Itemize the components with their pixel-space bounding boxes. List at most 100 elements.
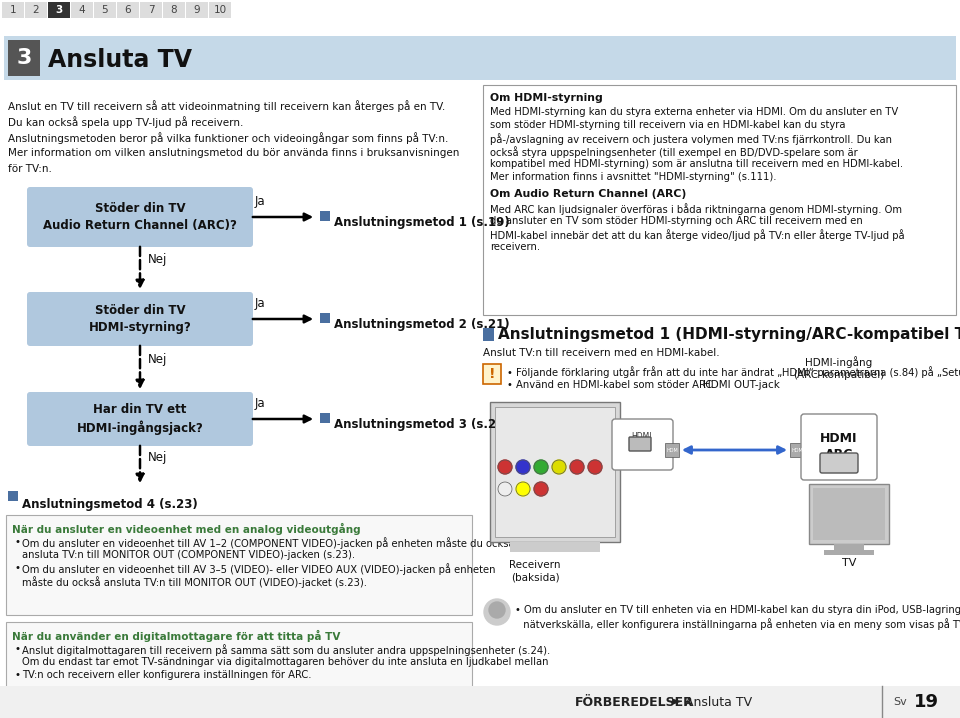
Text: • Använd en HDMI-kabel som stöder ARC.: • Använd en HDMI-kabel som stöder ARC. (507, 380, 715, 390)
Text: Mer information finns i avsnittet "HDMI-styrning" (s.111).: Mer information finns i avsnittet "HDMI-… (490, 172, 777, 182)
Circle shape (489, 602, 505, 618)
Text: 3: 3 (16, 48, 32, 68)
Text: Om du ansluter en videoenhet till AV 3–5 (VIDEO)- eller VIDEO AUX (VIDEO)-jacken: Om du ansluter en videoenhet till AV 3–5… (22, 563, 495, 575)
Text: 2: 2 (33, 5, 39, 15)
Text: TV:n och receivern eller konfigurera inställningen för ARC.: TV:n och receivern eller konfigurera ins… (22, 670, 311, 680)
Text: Stöder din TV
Audio Return Channel (ARC)?: Stöder din TV Audio Return Channel (ARC)… (43, 202, 237, 232)
Text: HDMI-kabel innebär det att du kan återge video/ljud på TV:n eller återge TV-ljud: HDMI-kabel innebär det att du kan återge… (490, 229, 904, 241)
Text: HDM: HDM (791, 447, 803, 452)
FancyBboxPatch shape (163, 2, 185, 18)
Text: Du kan också spela upp TV-ljud på receivern.: Du kan också spela upp TV-ljud på receiv… (8, 116, 244, 128)
Circle shape (588, 460, 602, 474)
Text: 5: 5 (102, 5, 108, 15)
FancyBboxPatch shape (790, 443, 804, 457)
Text: Anslutningsmetoden beror på vilka funktioner och videoingångar som finns på TV:n: Anslutningsmetoden beror på vilka funkti… (8, 132, 448, 144)
Text: HDMI
ARC: HDMI ARC (820, 432, 857, 461)
Text: Anslut digitalmottagaren till receivern på samma sätt som du ansluter andra upps: Anslut digitalmottagaren till receivern … (22, 644, 550, 656)
Text: som stöder HDMI-styrning till receivern via en HDMI-kabel kan du styra: som stöder HDMI-styrning till receivern … (490, 120, 846, 130)
FancyBboxPatch shape (490, 402, 620, 542)
Text: Anslutningsmetod 2 (s.21): Anslutningsmetod 2 (s.21) (334, 318, 510, 331)
FancyBboxPatch shape (71, 2, 93, 18)
Text: •: • (14, 537, 20, 547)
FancyBboxPatch shape (25, 2, 47, 18)
Text: Har din TV ett
HDMI-ingångsjack?: Har din TV ett HDMI-ingångsjack? (77, 403, 204, 435)
Text: Med HDMI-styrning kan du styra externa enheter via HDMI. Om du ansluter en TV: Med HDMI-styrning kan du styra externa e… (490, 107, 899, 117)
Text: 1: 1 (10, 5, 16, 15)
Circle shape (516, 460, 530, 474)
Text: Anslut en TV till receivern så att videoinmatning till receivern kan återges på : Anslut en TV till receivern så att video… (8, 100, 445, 112)
FancyBboxPatch shape (483, 85, 956, 315)
Text: Nej: Nej (148, 253, 167, 266)
Text: •: • (14, 563, 20, 573)
Text: för TV:n.: för TV:n. (8, 164, 52, 174)
FancyBboxPatch shape (94, 2, 116, 18)
Circle shape (498, 460, 512, 474)
FancyBboxPatch shape (834, 544, 864, 550)
FancyBboxPatch shape (820, 453, 858, 473)
FancyBboxPatch shape (6, 515, 472, 615)
Text: ►: ► (672, 696, 682, 709)
FancyBboxPatch shape (27, 392, 253, 446)
Text: Anslut TV:n till receivern med en HDMI-kabel.: Anslut TV:n till receivern med en HDMI-k… (483, 348, 720, 358)
Circle shape (498, 482, 512, 496)
Text: Med ARC kan ljudsignaler överföras i båda riktningarna genom HDMI-styrning. Om: Med ARC kan ljudsignaler överföras i båd… (490, 203, 902, 215)
Text: 7: 7 (148, 5, 155, 15)
FancyBboxPatch shape (4, 36, 479, 80)
Text: Anslutningsmetod 4 (s.23): Anslutningsmetod 4 (s.23) (22, 498, 198, 511)
Text: Receivern
(baksida): Receivern (baksida) (509, 560, 561, 582)
FancyBboxPatch shape (8, 40, 40, 76)
Text: måste du också ansluta TV:n till MONITOR OUT (VIDEO)-jacket (s.23).: måste du också ansluta TV:n till MONITOR… (22, 576, 367, 588)
FancyBboxPatch shape (665, 443, 679, 457)
Text: Stöder din TV
HDMI-styrning?: Stöder din TV HDMI-styrning? (88, 304, 191, 334)
Circle shape (484, 599, 510, 625)
FancyBboxPatch shape (320, 313, 330, 323)
Text: nätverkskälla, eller konfigurera inställningarna på enheten via en meny som visa: nätverkskälla, eller konfigurera inställ… (517, 618, 960, 630)
FancyBboxPatch shape (48, 2, 70, 18)
FancyBboxPatch shape (612, 419, 673, 470)
FancyBboxPatch shape (186, 2, 208, 18)
FancyBboxPatch shape (320, 413, 330, 423)
FancyBboxPatch shape (495, 407, 615, 537)
Circle shape (534, 460, 548, 474)
FancyBboxPatch shape (824, 550, 874, 555)
Text: Ansluta TV: Ansluta TV (685, 696, 752, 709)
Text: Nej: Nej (148, 450, 167, 464)
Text: 3: 3 (56, 5, 62, 15)
Text: Anslutningsmetod 3 (s.22): Anslutningsmetod 3 (s.22) (334, 418, 510, 431)
Circle shape (570, 460, 584, 474)
Text: Ansluta TV: Ansluta TV (48, 48, 192, 72)
Text: HDMI-ingång
(ARC-kompatibel): HDMI-ingång (ARC-kompatibel) (793, 355, 884, 380)
Text: du ansluter en TV som stöder HDMI-styrning och ARC till receivern med en: du ansluter en TV som stöder HDMI-styrni… (490, 216, 863, 226)
Text: • Om du ansluter en TV till enheten via en HDMI-kabel kan du styra din iPod, USB: • Om du ansluter en TV till enheten via … (515, 605, 960, 615)
FancyBboxPatch shape (320, 211, 330, 221)
FancyBboxPatch shape (6, 622, 472, 706)
Text: Mer information om vilken anslutningsmetod du bör använda finns i bruksanvisning: Mer information om vilken anslutningsmet… (8, 148, 460, 158)
FancyBboxPatch shape (27, 187, 253, 247)
Circle shape (534, 482, 548, 496)
Text: Om du endast tar emot TV-sändningar via digitalmottagaren behöver du inte anslut: Om du endast tar emot TV-sändningar via … (22, 657, 548, 667)
Text: FÖRBEREDELSER: FÖRBEREDELSER (575, 696, 694, 709)
Text: •: • (14, 670, 20, 680)
Text: 19: 19 (914, 693, 939, 711)
Text: receivern.: receivern. (490, 242, 540, 252)
Text: HDMI OUT-jack: HDMI OUT-jack (703, 380, 780, 390)
Text: 9: 9 (194, 5, 201, 15)
Text: Om HDMI-styrning: Om HDMI-styrning (490, 93, 603, 103)
Text: Anslutningsmetod 1 (s.19): Anslutningsmetod 1 (s.19) (334, 216, 510, 229)
Text: också styra uppspelningsenheter (till exempel en BD/DVD-spelare som är: också styra uppspelningsenheter (till ex… (490, 146, 857, 158)
Text: HDMI
OUT: HDMI OUT (632, 432, 652, 452)
FancyBboxPatch shape (27, 292, 253, 346)
Text: Sv: Sv (893, 697, 907, 707)
FancyBboxPatch shape (140, 2, 162, 18)
Text: Ja: Ja (255, 397, 266, 410)
Text: 6: 6 (125, 5, 132, 15)
Text: HDM: HDM (666, 447, 678, 452)
FancyBboxPatch shape (117, 2, 139, 18)
FancyBboxPatch shape (0, 686, 960, 718)
FancyBboxPatch shape (483, 328, 494, 341)
Circle shape (552, 460, 566, 474)
FancyBboxPatch shape (479, 36, 956, 80)
FancyBboxPatch shape (8, 491, 18, 501)
Text: TV: TV (842, 558, 856, 568)
Text: ansluta TV:n till MONITOR OUT (COMPONENT VIDEO)-jacken (s.23).: ansluta TV:n till MONITOR OUT (COMPONENT… (22, 550, 355, 560)
